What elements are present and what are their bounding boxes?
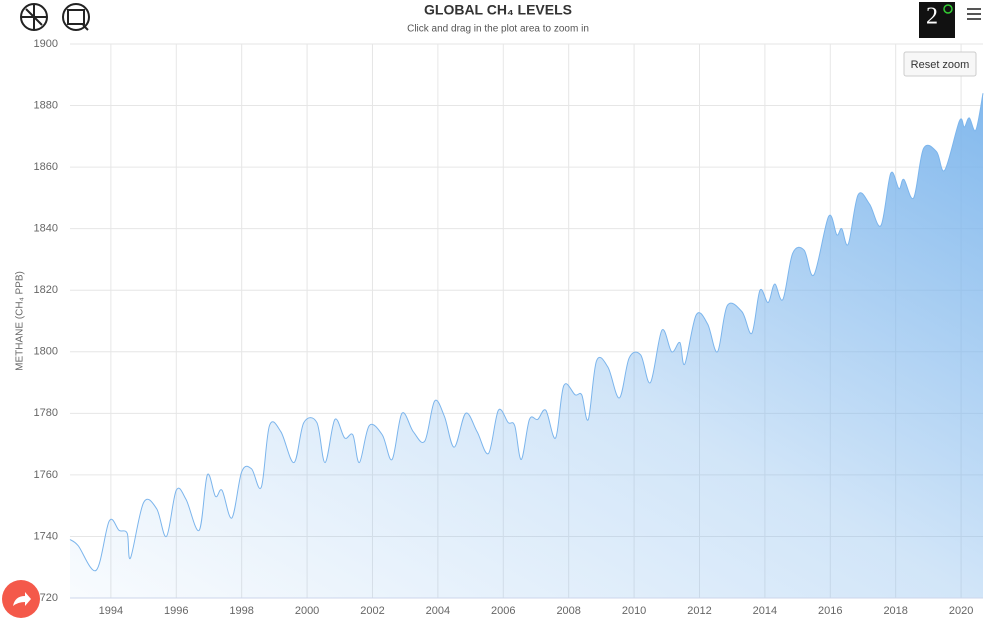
y-tick-label: 1760: [34, 469, 58, 481]
y-tick-label: 1740: [34, 530, 58, 542]
chart-title: GLOBAL CH₄ LEVELS: [424, 2, 572, 18]
x-tick-label: 2020: [949, 605, 973, 617]
logo-right: 2: [919, 2, 955, 38]
y-tick-label: 1800: [34, 346, 58, 358]
y-tick-label: 1860: [34, 161, 58, 173]
x-tick-label: 2008: [556, 605, 580, 617]
logo-left: [20, 3, 90, 31]
area-line: [69, 93, 984, 572]
y-tick-label: 1840: [34, 223, 58, 235]
y-tick-label: 1820: [34, 284, 58, 296]
x-tick-label: 2002: [360, 605, 384, 617]
x-tick-label: 2010: [622, 605, 646, 617]
reset-zoom-label[interactable]: Reset zoom: [911, 59, 970, 71]
x-tick-label: 2018: [883, 605, 907, 617]
svg-text:2: 2: [926, 4, 938, 30]
x-tick-label: 2016: [818, 605, 842, 617]
y-tick-label: 1780: [34, 407, 58, 419]
y-tick-label: 1900: [34, 38, 58, 50]
x-tick-label: 1994: [99, 605, 123, 617]
menu-icon[interactable]: [967, 8, 981, 20]
x-tick-label: 2004: [426, 605, 450, 617]
share-button[interactable]: [2, 580, 40, 618]
x-tick-label: 2006: [491, 605, 515, 617]
area-fill: [70, 93, 983, 598]
chart-subtitle: Click and drag in the plot area to zoom …: [407, 24, 589, 35]
y-axis-title: METHANE (CH₄ PPB): [15, 271, 26, 371]
x-tick-label: 2000: [295, 605, 319, 617]
x-tick-label: 1996: [164, 605, 188, 617]
reset-zoom-button[interactable]: Reset zoom: [903, 51, 977, 77]
x-tick-label: 2012: [687, 605, 711, 617]
x-tick-label: 2014: [753, 605, 777, 617]
x-tick-label: 1998: [229, 605, 253, 617]
y-tick-label: 1880: [34, 99, 58, 111]
